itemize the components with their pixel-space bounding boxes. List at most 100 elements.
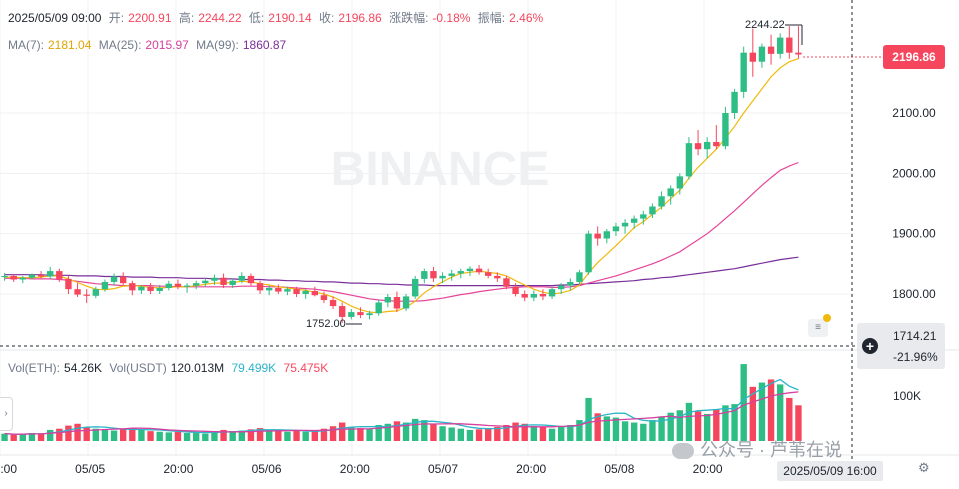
- candle-body: [612, 226, 620, 232]
- volume-bar: [740, 364, 747, 441]
- candle-body: [795, 52, 802, 55]
- volume-bar: [694, 411, 702, 441]
- candle-body: [366, 313, 373, 316]
- candle: [229, 278, 236, 288]
- candle-body: [46, 271, 54, 277]
- vol-eth-value: 54.26K: [64, 361, 103, 375]
- volume-bar: [311, 431, 319, 441]
- candle-body: [65, 278, 72, 290]
- candle: [348, 309, 355, 320]
- candle: [183, 283, 191, 293]
- candle: [585, 230, 592, 275]
- candle-body: [284, 289, 291, 292]
- add-alert-plus-icon[interactable]: +: [862, 338, 878, 354]
- close-label: 收:: [319, 11, 335, 25]
- x-tick-label: 20:00: [693, 462, 723, 476]
- volume-bar: [448, 427, 455, 441]
- candle-body: [521, 294, 528, 298]
- candle: [275, 284, 282, 294]
- x-tick-label: 05/06: [252, 462, 282, 476]
- volume-bar: [302, 431, 309, 441]
- candle-body: [749, 52, 757, 62]
- change-value: -0.18%: [432, 11, 471, 25]
- candle-body: [129, 283, 136, 291]
- volume-bar: [411, 418, 419, 441]
- volume-bar: [119, 429, 127, 441]
- x-tick-label: 20:00: [0, 462, 17, 476]
- candle-body: [74, 289, 81, 295]
- vol-eth-label: Vol(ETH):: [8, 361, 61, 375]
- volume-bar: [439, 426, 446, 441]
- volume-bar: [192, 432, 200, 441]
- candle-body: [685, 143, 693, 177]
- crosshair-pct: -21.96%: [893, 350, 938, 364]
- candle-body: [548, 289, 556, 297]
- vol-ma1-line: [4, 378, 799, 435]
- volume-tick-label: 100K: [893, 389, 921, 403]
- candle: [101, 279, 109, 292]
- ma25-label: MA(25):: [98, 38, 142, 52]
- candle-body: [10, 275, 17, 280]
- candle: [265, 285, 273, 296]
- volume-bar: [357, 428, 364, 441]
- candle: [366, 310, 373, 320]
- volume-bar: [521, 423, 528, 441]
- candle-body: [338, 306, 346, 317]
- candle-body: [448, 273, 455, 276]
- candle-body: [165, 283, 173, 288]
- y-tick-label: 2100.00: [892, 106, 936, 120]
- candle: [749, 28, 757, 77]
- candle-body: [603, 231, 611, 239]
- candle-body: [776, 37, 784, 54]
- candle-body: [576, 272, 583, 282]
- candle-body: [247, 275, 255, 284]
- candle: [119, 272, 127, 285]
- candle: [667, 185, 674, 205]
- volume-bar: [238, 430, 246, 441]
- high-value: 2244.22: [198, 11, 242, 25]
- volume-bar: [612, 417, 620, 441]
- candle-body: [676, 176, 684, 189]
- candle-body: [211, 277, 218, 281]
- candle-body: [466, 268, 474, 272]
- candle: [576, 269, 583, 285]
- volume-bar: [147, 431, 154, 441]
- candle: [457, 268, 465, 279]
- candle: [284, 286, 291, 296]
- volume-bar: [247, 429, 255, 441]
- settings-icon[interactable]: ⚙: [918, 460, 930, 475]
- volume-bar: [92, 428, 100, 441]
- ma-legend: MA(7): 2181.04 MA(25): 2015.97 MA(99): 1860…: [8, 38, 290, 52]
- candle-body: [567, 281, 574, 286]
- candle: [211, 274, 218, 285]
- current-price-tag: 2196.86: [883, 45, 945, 69]
- candle: [658, 191, 665, 210]
- high-label: 高:: [178, 11, 195, 25]
- close-value: 2196.86: [338, 11, 382, 25]
- candle: [795, 26, 802, 59]
- volume-bar: [366, 429, 373, 441]
- chat-icon[interactable]: ≡: [808, 319, 828, 337]
- volume-bar: [457, 428, 465, 441]
- ma99-line: [4, 256, 799, 287]
- candle: [338, 302, 346, 323]
- candle: [494, 272, 501, 282]
- candle-body: [375, 302, 382, 314]
- candle-body: [731, 91, 738, 113]
- candle: [238, 272, 246, 284]
- candle-body: [457, 271, 465, 274]
- y-tick-label: 2000.00: [892, 166, 936, 180]
- volume-bar: [512, 422, 519, 441]
- candle: [567, 278, 574, 291]
- candle-body: [1, 275, 8, 278]
- candle: [758, 43, 766, 68]
- candle: [56, 268, 63, 282]
- vol-usdt-label: Vol(USDT): [109, 361, 167, 375]
- candle: [530, 290, 538, 302]
- volume-bar: [786, 397, 793, 441]
- candle: [512, 283, 519, 297]
- candle: [320, 291, 328, 304]
- volume-bar: [202, 433, 209, 441]
- collapse-panel-icon[interactable]: ›: [0, 397, 13, 431]
